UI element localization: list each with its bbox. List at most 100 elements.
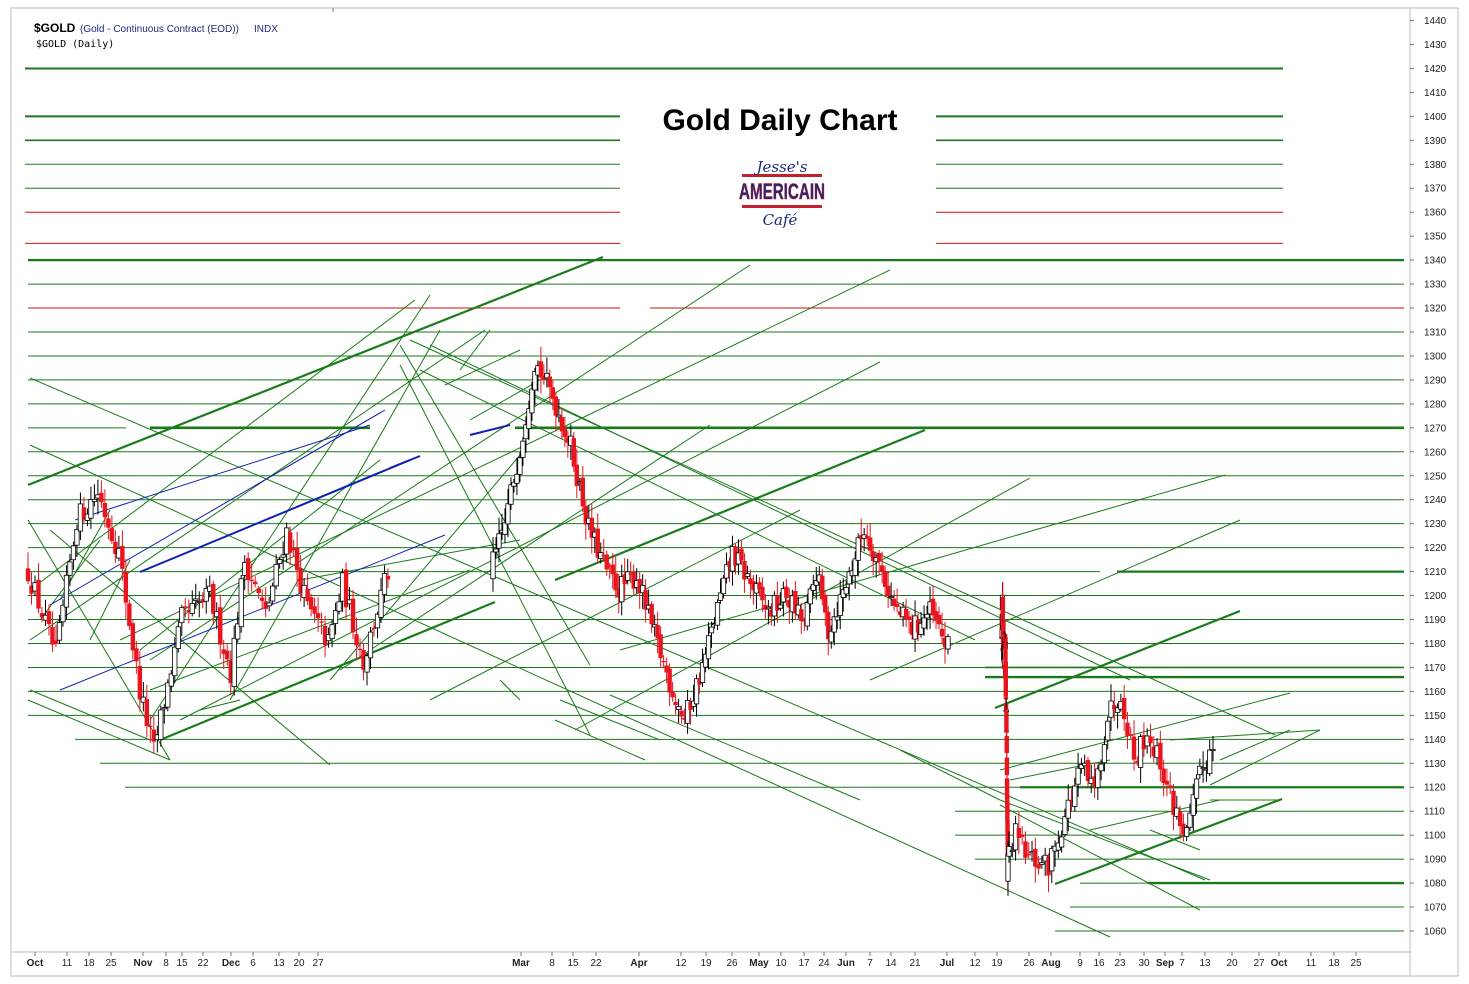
candle-body <box>137 665 143 700</box>
candle-body <box>939 628 945 637</box>
svg-text:Café: Café <box>763 211 798 229</box>
trend-line <box>179 361 881 721</box>
candle-body <box>1158 742 1163 770</box>
candle-body <box>684 700 691 724</box>
candle-body <box>1092 776 1097 787</box>
candle-body <box>828 630 834 643</box>
candle-body <box>523 424 529 440</box>
candle-body <box>897 611 903 616</box>
candle-body <box>67 561 73 576</box>
candle-body <box>667 668 672 693</box>
trend-line <box>1169 729 1321 741</box>
y-tick-label: 1380 <box>1424 160 1447 171</box>
candle-body <box>371 627 377 629</box>
candlestick-series <box>25 346 1216 896</box>
candle-body <box>127 603 132 626</box>
x-tick-label: 11 <box>1306 958 1317 969</box>
candle-body <box>298 568 303 594</box>
trend-line <box>29 377 1206 881</box>
chart-title: Gold Daily Chart <box>662 104 897 137</box>
y-tick-label: 1340 <box>1424 256 1447 267</box>
candle-body <box>1019 834 1025 838</box>
trend-line <box>869 519 1241 681</box>
svg-text:AMERICAIN: AMERICAIN <box>739 179 825 204</box>
candle-body <box>113 541 118 555</box>
candle-body <box>616 588 621 598</box>
trend-line <box>469 379 541 421</box>
candle-body <box>505 503 511 525</box>
candle-body <box>574 464 580 487</box>
candle-body <box>357 648 363 651</box>
y-tick-label: 1410 <box>1424 88 1447 99</box>
candle-body <box>571 438 577 467</box>
x-tick-label: 22 <box>590 958 602 969</box>
x-tick-label: 13 <box>273 958 285 969</box>
candle-body <box>1004 735 1009 754</box>
candle-body <box>367 631 374 659</box>
candle-body <box>802 620 807 622</box>
x-tick-label: 8 <box>163 958 169 969</box>
candle-body <box>305 588 310 602</box>
x-tick-label: 13 <box>1199 958 1211 969</box>
candle-body <box>60 604 66 623</box>
y-tick-label: 1230 <box>1424 519 1447 530</box>
y-tick-label: 1210 <box>1424 567 1447 578</box>
candle-body <box>1138 736 1144 768</box>
horizontal-levels <box>25 67 1404 932</box>
candle-body <box>252 581 258 585</box>
candle-body <box>256 588 261 594</box>
candle-body <box>493 548 499 553</box>
candle-body <box>1085 760 1091 782</box>
y-tick-label: 1330 <box>1424 280 1447 291</box>
candle-body <box>810 583 816 591</box>
x-tick-label: 27 <box>1253 958 1265 969</box>
trend-line <box>429 344 1131 681</box>
candle-body <box>336 601 342 612</box>
candle-body <box>909 621 915 635</box>
candle-body <box>760 586 765 601</box>
candle-body <box>723 564 730 579</box>
candle-body <box>1187 812 1193 828</box>
candle-body <box>496 533 502 549</box>
candle-body <box>1125 722 1130 736</box>
candle-body <box>1065 799 1071 819</box>
trend-line <box>29 689 151 741</box>
candle-body <box>81 507 87 520</box>
candle-body <box>643 590 648 610</box>
candle-body <box>1036 864 1041 869</box>
candle-body <box>628 573 633 575</box>
candle-body <box>312 606 317 614</box>
candle-body <box>936 614 942 625</box>
y-tick-label: 1190 <box>1424 615 1446 626</box>
candle-body <box>619 576 625 603</box>
candle-body <box>714 602 721 626</box>
candle-body <box>583 506 588 525</box>
channel-line <box>49 409 386 606</box>
y-tick-label: 1370 <box>1424 184 1447 195</box>
candle-body <box>655 625 660 639</box>
chart-exchange: INDX <box>254 24 278 35</box>
x-tick-label: 8 <box>549 958 555 969</box>
candle-body <box>559 417 565 432</box>
candle-body <box>607 565 612 567</box>
candle-body <box>378 589 384 618</box>
candle-body <box>374 613 381 629</box>
channel-line <box>389 455 421 469</box>
candle-body <box>823 594 828 613</box>
candle-body <box>1112 705 1117 710</box>
candle-body <box>763 604 768 610</box>
trend-line <box>999 804 1201 911</box>
candle-body <box>502 522 508 535</box>
channel-line <box>59 534 446 691</box>
candle-body <box>270 585 276 602</box>
candle-body <box>532 371 538 391</box>
y-tick-label: 1310 <box>1424 328 1447 339</box>
candle-body <box>831 616 837 633</box>
candle-body <box>130 623 136 651</box>
candle-body <box>315 613 321 619</box>
candle-body <box>1069 800 1074 803</box>
candle-body <box>200 599 205 603</box>
candle-body <box>508 484 514 505</box>
candle-body <box>354 634 359 646</box>
candle-body <box>294 547 300 571</box>
